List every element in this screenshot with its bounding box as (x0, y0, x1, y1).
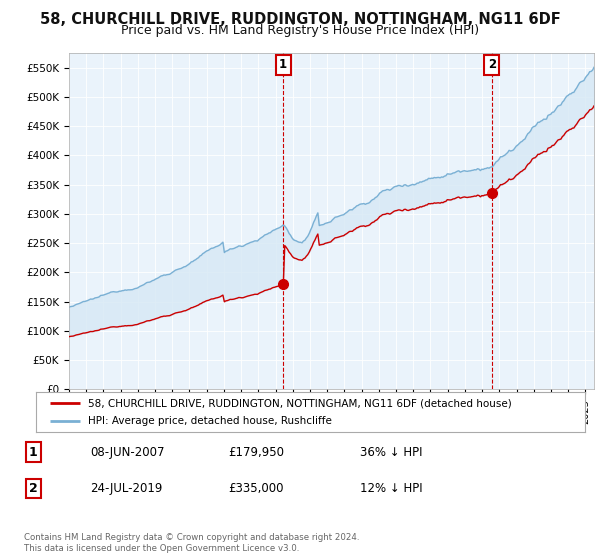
Text: £335,000: £335,000 (228, 482, 284, 494)
Text: 1: 1 (279, 58, 287, 71)
Text: 58, CHURCHILL DRIVE, RUDDINGTON, NOTTINGHAM, NG11 6DF (detached house): 58, CHURCHILL DRIVE, RUDDINGTON, NOTTING… (88, 398, 512, 408)
Text: 24-JUL-2019: 24-JUL-2019 (90, 482, 163, 494)
Text: 08-JUN-2007: 08-JUN-2007 (90, 446, 164, 459)
Text: 1: 1 (29, 446, 37, 459)
Text: Contains HM Land Registry data © Crown copyright and database right 2024.
This d: Contains HM Land Registry data © Crown c… (24, 533, 359, 553)
Text: 58, CHURCHILL DRIVE, RUDDINGTON, NOTTINGHAM, NG11 6DF: 58, CHURCHILL DRIVE, RUDDINGTON, NOTTING… (40, 12, 560, 27)
Text: 2: 2 (488, 58, 496, 71)
Text: 12% ↓ HPI: 12% ↓ HPI (360, 482, 422, 494)
Text: 36% ↓ HPI: 36% ↓ HPI (360, 446, 422, 459)
Text: 2: 2 (29, 482, 37, 494)
Text: HPI: Average price, detached house, Rushcliffe: HPI: Average price, detached house, Rush… (88, 416, 332, 426)
Text: Price paid vs. HM Land Registry's House Price Index (HPI): Price paid vs. HM Land Registry's House … (121, 24, 479, 37)
Text: £179,950: £179,950 (228, 446, 284, 459)
